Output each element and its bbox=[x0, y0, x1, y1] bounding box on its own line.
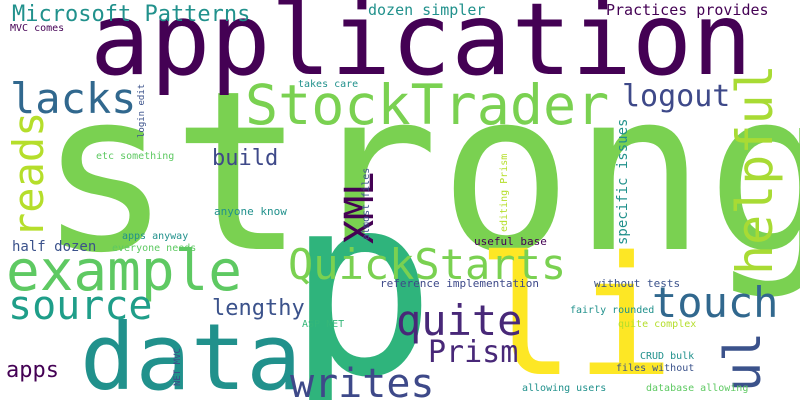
word-lacks: lacks bbox=[10, 74, 137, 123]
word-lengthy: lengthy bbox=[212, 296, 305, 321]
word-build: build bbox=[212, 146, 279, 171]
word-quite-complex: quite complex bbox=[618, 319, 697, 330]
word-dozen-simpler: dozen simpler bbox=[368, 1, 486, 19]
word-etc-something: etc something bbox=[96, 151, 175, 162]
word-mvc-comes: MVC comes bbox=[10, 23, 65, 34]
word-xml: XML bbox=[337, 171, 383, 244]
word-half-dozen: half dozen bbox=[12, 239, 97, 255]
word-almost-files: almost files bbox=[361, 167, 372, 240]
word-microsoft-patterns: Microsoft Patterns bbox=[12, 2, 251, 27]
word-login-edit: login edit bbox=[137, 83, 147, 138]
word-files-without: files without bbox=[616, 363, 695, 374]
word-net-mvc: NET MVC bbox=[173, 348, 183, 386]
word-apps-anyway: apps anyway bbox=[122, 231, 189, 242]
word-asp-net: ASP NET bbox=[302, 319, 345, 330]
word-application: application bbox=[90, 0, 753, 98]
word-quite: quite bbox=[396, 296, 523, 345]
word-anyone-know: anyone know bbox=[214, 205, 287, 218]
word-example: example bbox=[6, 239, 243, 304]
word-crud-bulk: CRUD bulk bbox=[640, 351, 695, 362]
word-without-tests: without tests bbox=[594, 277, 681, 290]
word-strong: strong bbox=[38, 44, 800, 302]
word-apps: apps bbox=[6, 358, 59, 383]
word-reads: reads bbox=[4, 111, 53, 238]
word-editing-prism: editing Prism bbox=[499, 153, 510, 232]
word-allowing-users: allowing users bbox=[522, 383, 607, 394]
word-writes: writes bbox=[290, 361, 435, 400]
word-quickstarts: QuickStarts bbox=[288, 240, 567, 289]
word-takes-care: takes care bbox=[298, 79, 359, 90]
word-specific-issues: specific issues bbox=[615, 118, 631, 245]
word-logout: logout bbox=[622, 79, 731, 114]
word-practices-provides: Practices provides bbox=[606, 1, 769, 19]
word-stocktrader: StockTrader bbox=[245, 73, 610, 137]
word-source: source bbox=[8, 283, 153, 329]
word-reference-implementation: reference implementation bbox=[380, 277, 539, 290]
word-li: li bbox=[476, 221, 675, 400]
word-database-allowing: database allowing bbox=[646, 383, 749, 394]
word-fairly-rounded: fairly rounded bbox=[570, 305, 655, 316]
word-touch: touch bbox=[652, 278, 779, 327]
word-everyone-needs: everyone needs bbox=[112, 243, 197, 254]
word-p: p bbox=[286, 141, 437, 400]
word-useful-base: useful base bbox=[474, 235, 547, 248]
word-data: data bbox=[80, 304, 302, 400]
word-prism: Prism bbox=[428, 335, 519, 370]
word-helpful: helpful bbox=[726, 64, 784, 275]
